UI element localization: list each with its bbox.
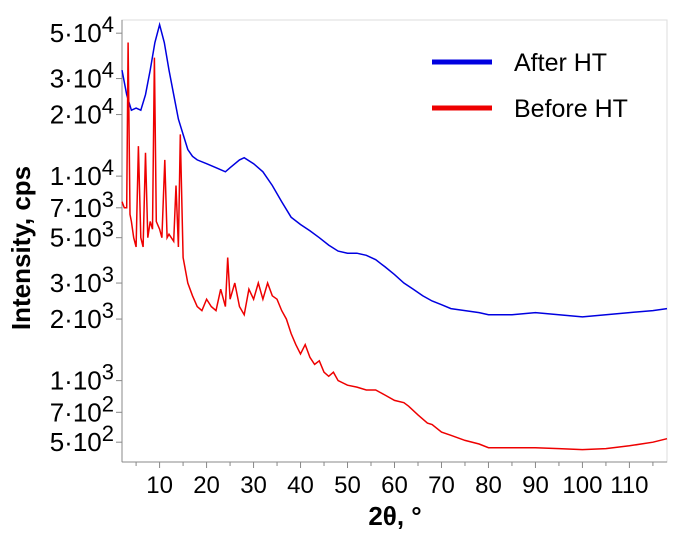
y-tick-label: 5·104 [50,12,114,48]
legend-label: After HT [514,49,607,77]
x-tick-label: 50 [334,472,361,499]
x-axis-label: 2θ, ° [368,501,421,531]
legend-label: Before HT [514,95,628,123]
x-tick-label: 60 [381,472,408,499]
x-tick-label: 110 [610,472,648,499]
x-tick-label: 70 [428,472,455,499]
x-tick-label: 20 [193,472,220,499]
y-tick-label: 7·102 [50,391,114,427]
x-tick-label: 80 [475,472,502,499]
y-tick-label: 3·103 [50,262,114,298]
y-tick-label: 7·103 [50,187,114,223]
x-tick-label: 30 [240,472,267,499]
y-tick-label: 5·102 [50,421,114,457]
y-axis-label: Intensity, cps [6,166,36,330]
y-tick-label: 2·103 [50,298,114,334]
y-tick-label: 2·104 [50,94,114,130]
x-tick-label: 100 [562,472,602,499]
x-tick-label: 90 [522,472,549,499]
series-line-after-ht [121,21,668,318]
y-tick-label: 3·104 [50,58,114,94]
series-line-before-ht [121,42,668,451]
y-tick-label: 5·103 [50,217,114,253]
series-lines [121,21,668,451]
x-tick-label: 40 [287,472,314,499]
legend: After HT Before HT [432,49,628,123]
y-tick-label: 1·104 [50,155,114,191]
y-tick-label: 1·103 [50,360,114,396]
x-axis: 10 20 30 40 50 60 70 80 90 100 110 [122,461,667,499]
x-tick-label: 10 [146,472,173,499]
plot-area [121,19,668,463]
